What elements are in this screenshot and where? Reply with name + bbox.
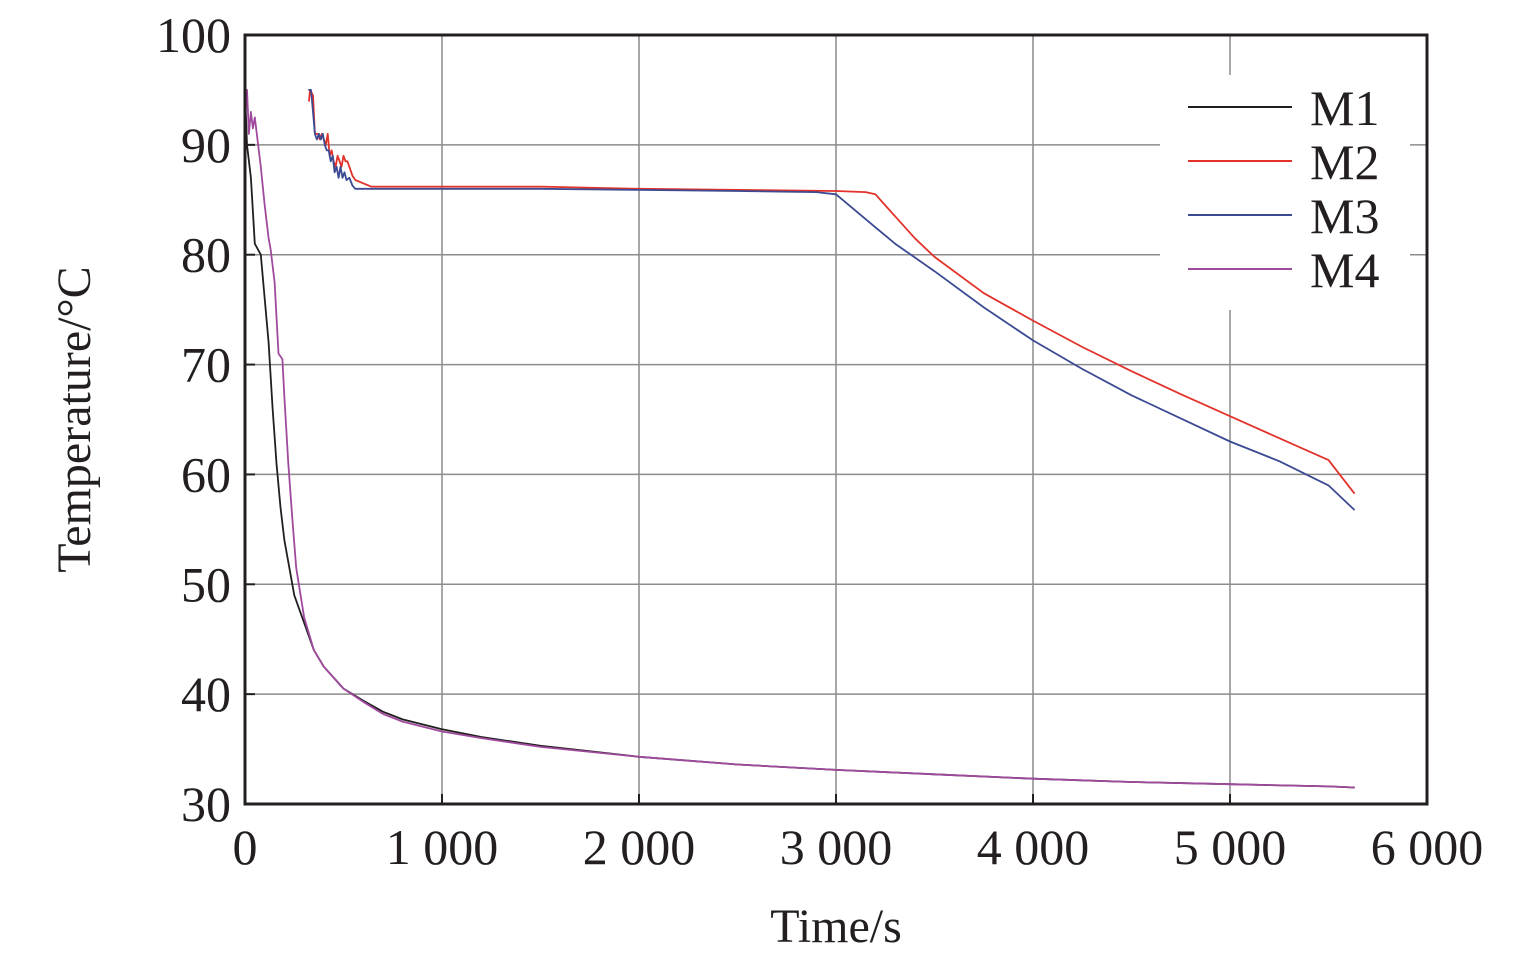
series-line-m3 <box>308 89 1355 511</box>
y-tick-label: 100 <box>156 7 231 63</box>
series-layer <box>244 89 1355 789</box>
y-tick-label: 70 <box>181 337 231 393</box>
series-line-m4 <box>244 89 1355 789</box>
y-tick-label: 60 <box>181 446 231 502</box>
x-axis-title: Time/s <box>770 900 902 953</box>
x-tick-label: 6 000 <box>1371 819 1484 875</box>
legend-label-m2: M2 <box>1310 134 1379 190</box>
x-tick-label: 3 000 <box>780 819 893 875</box>
x-tick-label: 5 000 <box>1174 819 1287 875</box>
y-tick-label: 40 <box>181 666 231 722</box>
x-tick-label: 0 <box>233 819 258 875</box>
y-tick-label: 90 <box>181 117 231 173</box>
legend-label-m1: M1 <box>1310 80 1379 136</box>
x-axis-ticks: 0 1 000 2 000 3 000 4 000 5 000 6 000 <box>233 794 1484 875</box>
legend-label-m3: M3 <box>1310 188 1379 244</box>
y-tick-label: 30 <box>181 776 231 832</box>
legend-background <box>1160 75 1410 310</box>
y-tick-label: 80 <box>181 227 231 283</box>
x-tick-label: 4 000 <box>977 819 1090 875</box>
legend-label-m4: M4 <box>1310 242 1379 298</box>
y-axis-ticks: 30 40 50 60 70 80 90 100 <box>156 7 255 832</box>
y-tick-label: 50 <box>181 556 231 612</box>
y-axis-title: Temperature/°C <box>48 266 101 572</box>
x-tick-label: 2 000 <box>583 819 696 875</box>
x-tick-label: 1 000 <box>386 819 499 875</box>
